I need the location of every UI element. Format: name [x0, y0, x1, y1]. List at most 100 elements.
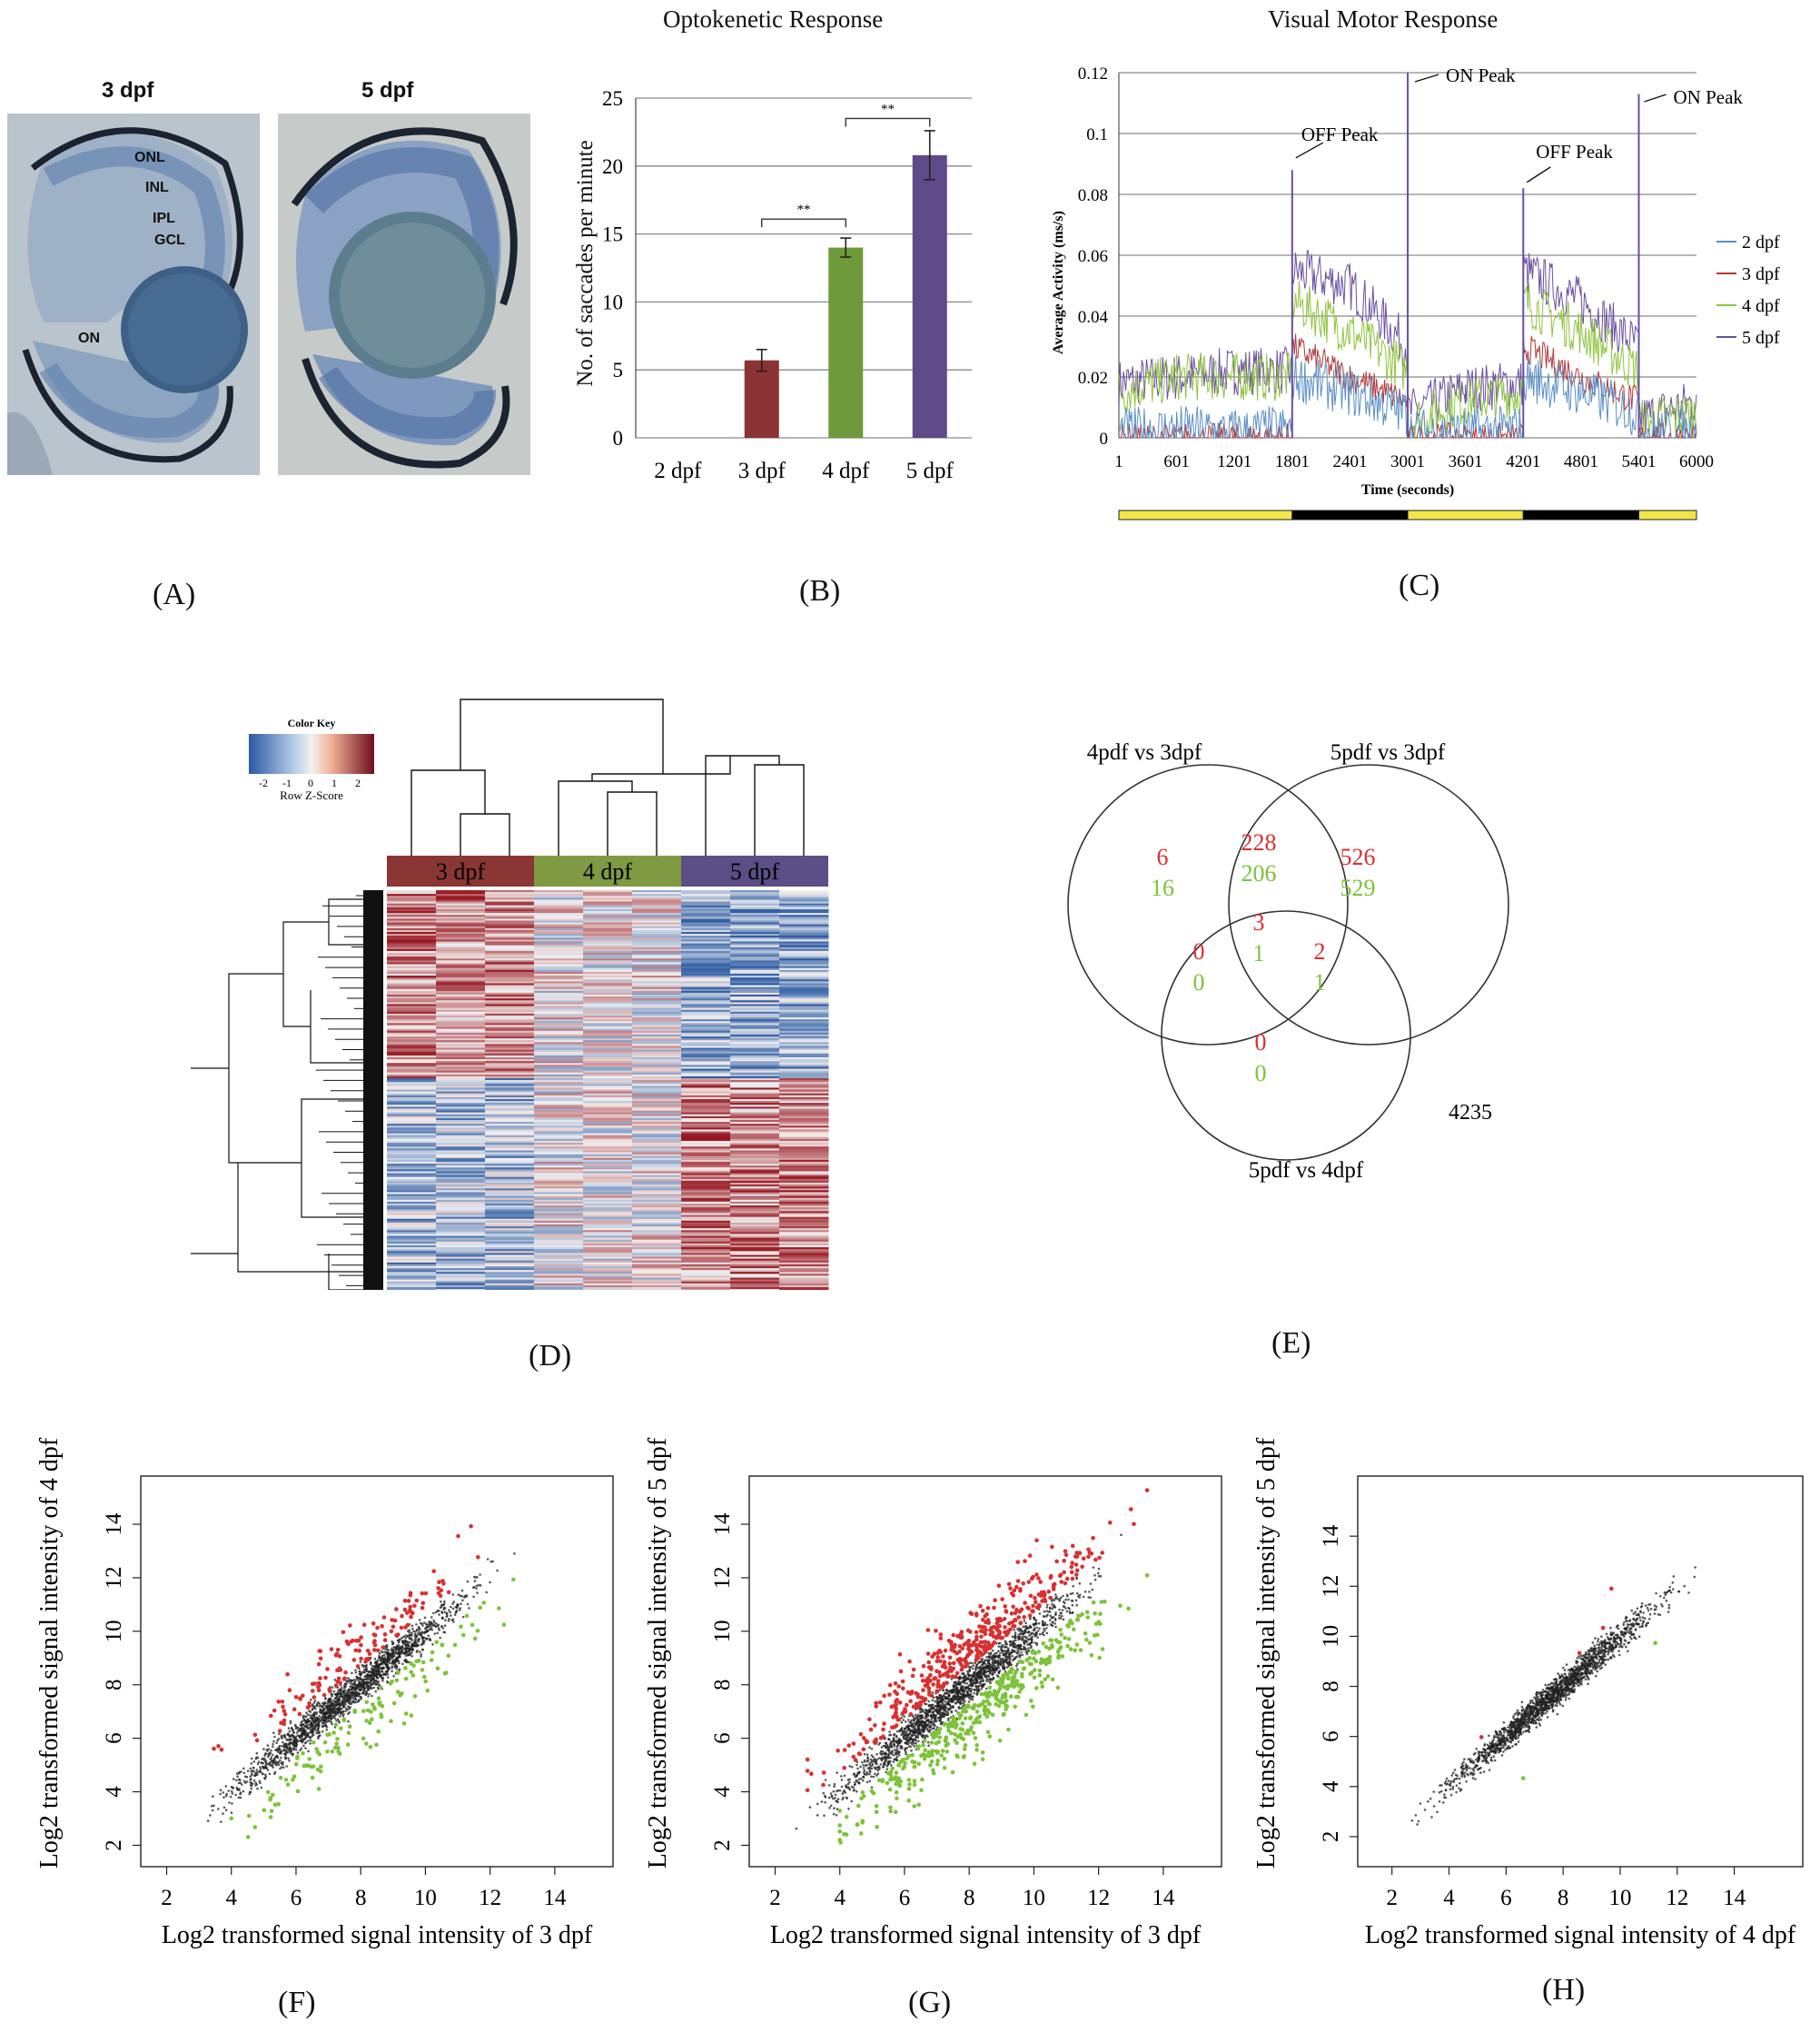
group-header-bar	[387, 856, 534, 887]
heatmap-cell	[534, 1175, 584, 1178]
heatmap-cell	[534, 985, 584, 988]
point-unchanged	[934, 1720, 937, 1723]
heatmap-cell	[436, 1279, 486, 1283]
point-downregulated	[374, 1742, 379, 1748]
point-unchanged	[434, 1611, 438, 1614]
heatmap-cell	[387, 1173, 437, 1176]
heatmap-cell	[632, 986, 682, 990]
point-downregulated	[435, 1666, 440, 1670]
heatmap-cell	[485, 1040, 535, 1043]
heatmap-cell	[387, 1133, 437, 1136]
heatmap-cell	[681, 979, 731, 982]
heatmap-cell	[583, 901, 633, 905]
heatmap-cell	[534, 1162, 584, 1165]
heatmap-cell	[387, 1032, 437, 1036]
point-unchanged	[272, 1731, 275, 1734]
point-unchanged	[380, 1656, 383, 1659]
heatmap-cell	[387, 1192, 437, 1194]
heatmap-cell	[583, 1125, 633, 1128]
heatmap-cell	[387, 1232, 437, 1234]
heatmap-cell	[534, 1115, 584, 1119]
point-unchanged	[401, 1636, 404, 1640]
heatmap-cell	[681, 1000, 731, 1003]
heatmap-cell	[779, 1133, 829, 1136]
point-unchanged	[291, 1726, 293, 1730]
point-unchanged	[370, 1670, 373, 1674]
heatmap-cell	[730, 1122, 780, 1125]
point-unchanged	[311, 1730, 314, 1733]
heatmap-cell	[583, 1095, 633, 1098]
heatmap-cell	[485, 920, 535, 923]
heatmap-cell	[485, 1239, 535, 1243]
heatmap-cell	[583, 1032, 633, 1036]
point-unchanged	[304, 1721, 307, 1724]
point-unchanged	[250, 1781, 253, 1785]
heatmap-cell	[779, 1169, 829, 1172]
point-unchanged	[461, 1615, 465, 1619]
heatmap-cell	[534, 995, 584, 997]
heatmap-cell	[632, 1222, 682, 1225]
heatmap-cell	[632, 908, 682, 912]
heatmap-cell	[730, 1070, 780, 1074]
heatmap-cell	[779, 1180, 829, 1184]
heatmap-cell	[436, 1253, 486, 1255]
heatmap-cell	[436, 1110, 486, 1114]
point-downregulated	[446, 1653, 451, 1658]
heatmap-cell	[730, 936, 780, 938]
heatmap-cell	[387, 1099, 437, 1102]
heatmap-cell	[730, 1036, 780, 1039]
heatmap-cell	[681, 929, 731, 933]
heatmap-cell	[730, 1136, 780, 1140]
y-tick-label: 12	[102, 1566, 126, 1589]
heatmap-cell	[632, 1258, 682, 1262]
point-unchanged	[433, 1632, 437, 1635]
point-unchanged	[331, 1692, 334, 1696]
column-dendrogram-branch	[558, 780, 633, 856]
heatmap-cell	[730, 1289, 780, 1290]
heatmap-cell	[681, 1106, 731, 1109]
heatmap-cell	[436, 967, 486, 971]
point-upregulated	[281, 1704, 285, 1710]
heatmap-cell	[681, 1112, 731, 1115]
point-unchanged	[222, 1791, 224, 1794]
heatmap-cell	[681, 1038, 731, 1041]
heatmap-cell	[730, 1195, 780, 1199]
point-downregulated	[394, 1678, 400, 1683]
heatmap-cell	[779, 915, 829, 917]
heatmap-cell	[730, 1262, 780, 1265]
point-unchanged	[306, 1713, 310, 1717]
heatmap-cell	[485, 1270, 535, 1273]
point-unchanged	[360, 1698, 363, 1700]
point-unchanged	[460, 1595, 464, 1598]
point-unchanged	[355, 1685, 358, 1689]
heatmap-cell	[534, 934, 584, 937]
retina-micrograph-3dpf	[7, 114, 260, 475]
heatmap-cell	[632, 1204, 682, 1206]
heatmap-cell	[485, 996, 535, 999]
point-upregulated	[292, 1707, 297, 1712]
point-unchanged	[282, 1740, 284, 1744]
point-unchanged	[282, 1745, 286, 1748]
heatmap-cell	[387, 1253, 437, 1255]
heatmap-cell	[583, 957, 633, 959]
point-unchanged	[351, 1693, 354, 1697]
heatmap-cell	[387, 1115, 437, 1119]
heatmap-cell	[681, 1122, 731, 1125]
point-unchanged	[395, 1647, 398, 1650]
heatmap-cell	[387, 911, 437, 914]
point-unchanged	[288, 1730, 292, 1733]
heatmap-cell	[779, 1228, 829, 1231]
heatmap-cell	[436, 1114, 486, 1117]
heatmap-cell	[632, 941, 682, 944]
heatmap-cell	[387, 1176, 437, 1180]
heatmap-cell	[583, 932, 633, 935]
point-unchanged	[439, 1606, 442, 1609]
point-downregulated	[452, 1642, 458, 1648]
column-dendrogram-branch	[460, 813, 510, 856]
point-upregulated	[301, 1693, 305, 1699]
heatmap-cell	[730, 1249, 780, 1252]
heatmap-cell	[436, 1256, 486, 1260]
point-unchanged	[235, 1779, 238, 1782]
heatmap-cell	[436, 1095, 486, 1098]
heatmap-cell	[534, 955, 584, 957]
